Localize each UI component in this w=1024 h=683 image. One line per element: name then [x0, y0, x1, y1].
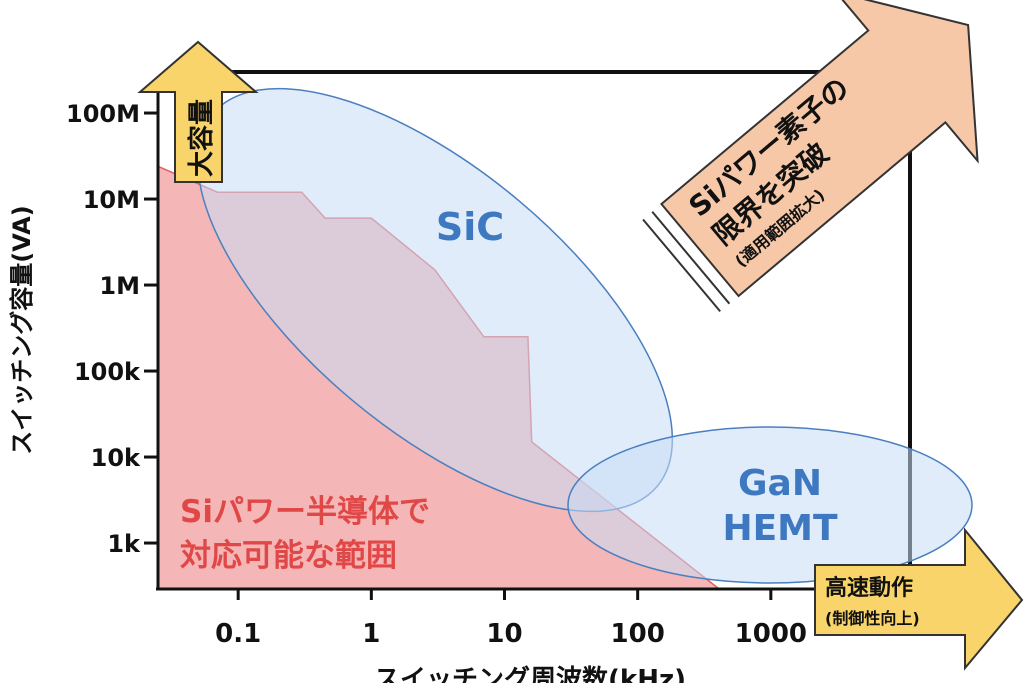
x-tick-label: 10 [486, 619, 522, 649]
y-tick-label: 100k [74, 358, 141, 386]
y-tick-label: 10k [91, 444, 141, 472]
arrow-right-label: 高速動作 [825, 575, 913, 601]
gan-region [567, 426, 973, 584]
y-tick-label: 1M [99, 272, 140, 300]
x-axis-title: スイッチング周波数(kHz) [374, 665, 686, 683]
gan-label: HEMT [722, 508, 838, 549]
arrow-right-label: (制御性向上) [825, 609, 920, 628]
x-tick-label: 1 [362, 619, 380, 649]
arrow-stripe [651, 211, 731, 305]
arrow-stripe [642, 218, 721, 313]
arrow-diagonal-body [660, 0, 979, 298]
arrow-up-label: 大容量 [186, 99, 217, 177]
sic-label: SiC [436, 205, 504, 249]
y-tick-label: 100M [66, 100, 140, 128]
x-tick-label: 100 [611, 619, 665, 649]
arrow-right [814, 527, 1024, 671]
y-axis-title: スイッチング容量(VA) [8, 205, 36, 454]
x-tick-label: 1000 [735, 619, 807, 649]
arrow-up [137, 40, 259, 183]
region-label: 対応可能な範囲 [180, 538, 397, 574]
y-tick-label: 10M [83, 186, 140, 214]
y-tick-label: 1k [107, 530, 141, 558]
region-label: Siパワー半導体で [180, 494, 430, 530]
x-tick-label: 0.1 [215, 619, 261, 649]
arrow-diagonal: Siパワー素子の 限界を突破 (適用範囲拡大) [642, 0, 979, 313]
gan-label: GaN [738, 463, 822, 504]
